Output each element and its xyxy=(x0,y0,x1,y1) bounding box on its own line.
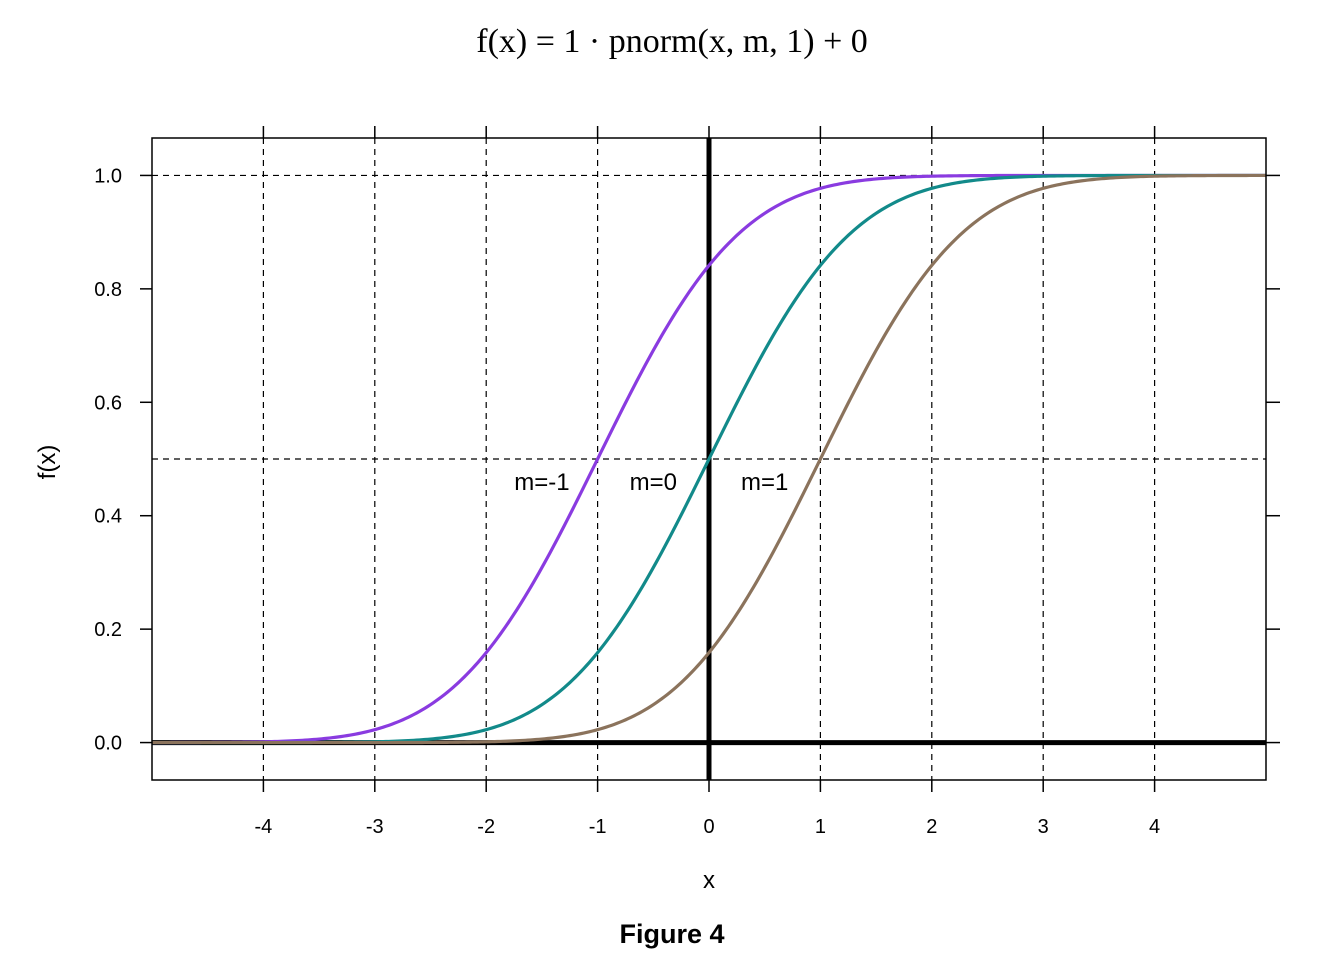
x-tick-label: -4 xyxy=(255,816,273,838)
y-tick-label: 0.8 xyxy=(94,279,122,301)
series-label-m=0: m=0 xyxy=(630,469,677,496)
x-tick-label: -1 xyxy=(589,816,607,838)
y-tick-label: 1.0 xyxy=(94,165,122,187)
y-tick-label: 0.4 xyxy=(94,506,122,528)
y-tick-label: 0.2 xyxy=(94,619,122,641)
series-labels: m=-1 m=0 m=1 xyxy=(514,469,788,496)
x-tick-label: 2 xyxy=(926,816,937,838)
series-line-m=1 xyxy=(152,173,1266,745)
x-axis-title: x xyxy=(703,867,715,894)
x-tick-label: 3 xyxy=(1038,816,1049,838)
x-tick-label: 4 xyxy=(1149,816,1160,838)
series-label-m=1: m=1 xyxy=(741,469,788,496)
x-tick-label: 1 xyxy=(815,816,826,838)
axis-ticks: -4 -3 -2 -1 0 1 2 3 4 0.0 0.2 0.4 0.6 0.8 1.0 xyxy=(94,126,1280,838)
y-tick-label: 0.6 xyxy=(94,392,122,414)
series-label-m=-1: m=-1 xyxy=(514,469,569,496)
x-tick-label: -2 xyxy=(477,816,495,838)
x-tick-label: 0 xyxy=(703,816,714,838)
x-tick-label: -3 xyxy=(366,816,384,838)
y-axis-title: f(x) xyxy=(34,445,61,480)
series-lines xyxy=(152,173,1266,745)
chart-title: f(x) = 1 · pnorm(x, m, 1) + 0 xyxy=(476,23,868,60)
y-tick-label: 0.0 xyxy=(94,733,122,755)
figure-caption: Figure 4 xyxy=(619,919,724,949)
